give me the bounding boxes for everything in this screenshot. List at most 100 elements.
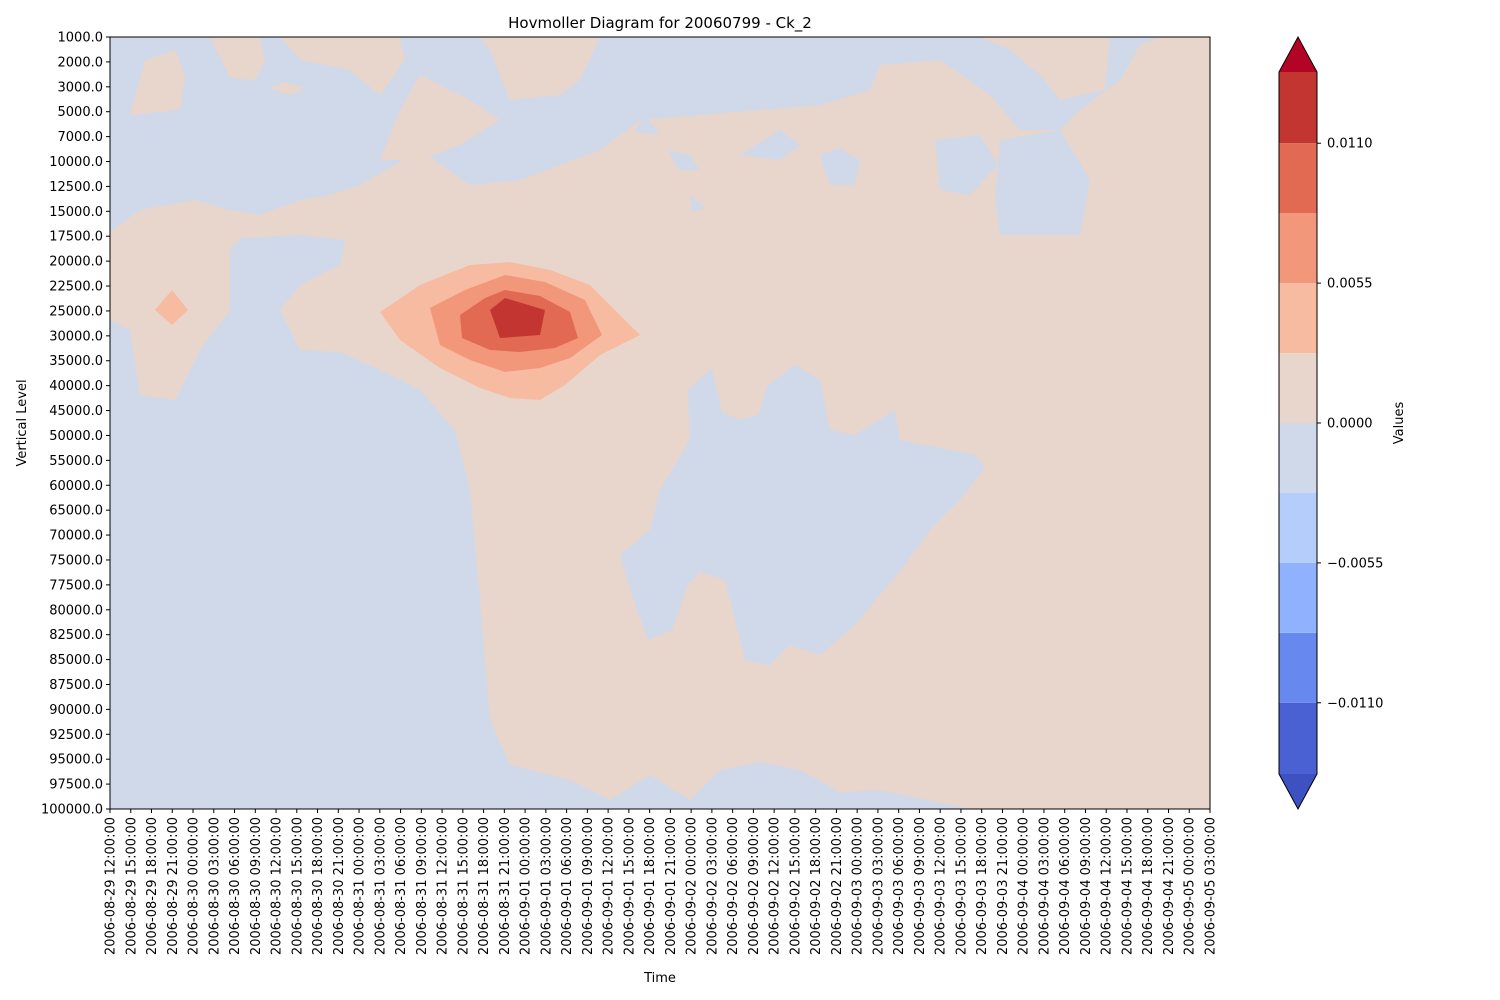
x-tick-label: 2006-09-01 21:00:00 (664, 817, 679, 955)
colorbar-swatch (1279, 283, 1317, 354)
y-tick-label: 12500.0 (49, 180, 103, 195)
x-tick-label: 2006-08-29 12:00:00 (104, 817, 119, 955)
x-tick-label: 2006-08-30 12:00:00 (270, 817, 285, 955)
colorbar-swatch (1279, 143, 1317, 214)
contour-region (480, 37, 600, 100)
x-tick-label: 2006-08-30 03:00:00 (207, 817, 222, 955)
contour-region (110, 37, 1210, 809)
x-tick-label: 2006-08-31 21:00:00 (498, 817, 513, 955)
y-axis-label: Vertical Level (15, 379, 30, 466)
x-tick-label: 2006-09-04 03:00:00 (1037, 817, 1052, 955)
x-tick-label: 2006-09-03 00:00:00 (851, 817, 866, 955)
x-tick-label: 2006-08-31 09:00:00 (415, 817, 430, 955)
y-tick-label: 45000.0 (49, 404, 103, 419)
x-tick-label: 2006-09-01 09:00:00 (581, 817, 596, 955)
y-tick-label: 55000.0 (49, 454, 103, 469)
y-tick-label: 25000.0 (49, 304, 103, 319)
colorbar: 0.0110 0.0055 0.0000 −0.0055 −0.0110 (1278, 35, 1383, 811)
y-tick-label: 50000.0 (49, 429, 103, 444)
x-tick-label: 2006-08-29 18:00:00 (145, 817, 160, 955)
y-tick-label: 3000.0 (58, 80, 104, 95)
x-tick-label: 2006-08-29 21:00:00 (166, 817, 181, 955)
contour-region (668, 150, 700, 170)
x-tick-label: 2006-09-03 15:00:00 (954, 817, 969, 955)
y-tick-label: 75000.0 (49, 553, 103, 568)
x-tick-label: 2006-09-04 12:00:00 (1100, 817, 1115, 955)
x-tick-label: 2006-09-03 21:00:00 (996, 817, 1011, 955)
colorbar-tick-label: −0.0055 (1327, 556, 1383, 571)
x-tick-label: 2006-09-04 21:00:00 (1162, 817, 1177, 955)
y-tick-label: 2000.0 (58, 55, 104, 70)
x-tick-label: 2006-09-03 18:00:00 (975, 817, 990, 955)
y-tick-label: 22500.0 (49, 280, 103, 295)
chart-title: Hovmoller Diagram for 20060799 - Ck_2 (508, 14, 812, 33)
contour-region (935, 135, 998, 195)
y-tick-label: 7000.0 (58, 130, 104, 145)
y-tick-label: 80000.0 (49, 603, 103, 618)
x-tick-label: 2006-08-30 21:00:00 (332, 817, 347, 955)
x-tick-label: 2006-09-01 06:00:00 (560, 817, 575, 955)
colorbar-swatch (1279, 423, 1317, 493)
x-tick-label: 2006-09-04 18:00:00 (1141, 817, 1156, 955)
colorbar-tick-label: 0.0000 (1327, 417, 1373, 432)
x-tick-label: 2006-08-29 15:00:00 (124, 817, 139, 955)
contour-region (634, 115, 660, 135)
y-tick-label: 92500.0 (49, 728, 103, 743)
x-tick-label: 2006-09-02 15:00:00 (788, 817, 803, 955)
x-tick-label: 2006-09-02 00:00:00 (685, 817, 700, 955)
x-tick-label: 2006-08-30 00:00:00 (187, 817, 202, 955)
x-tick-label: 2006-09-02 06:00:00 (726, 817, 741, 955)
x-tick-label: 2006-09-02 12:00:00 (768, 817, 783, 955)
contour-level-negative-weak (620, 115, 1090, 665)
x-tick-label: 2006-09-02 03:00:00 (705, 817, 720, 955)
y-tick-label: 60000.0 (49, 479, 103, 494)
x-tick-label: 2006-08-31 00:00:00 (353, 817, 368, 955)
y-tick-label: 97500.0 (49, 778, 103, 793)
x-tick-label: 2006-09-01 03:00:00 (539, 817, 554, 955)
y-tick-label: 70000.0 (49, 529, 103, 544)
colorbar-swatch (1279, 562, 1317, 633)
colorbar-extend-min (1279, 774, 1317, 809)
y-tick-label: 15000.0 (49, 205, 103, 220)
x-tick-label: 2006-09-03 06:00:00 (892, 817, 907, 955)
colorbar-tick-label: −0.0110 (1327, 696, 1383, 711)
colorbar-frame (1278, 35, 1318, 811)
contour-level-positive-weak (110, 37, 1210, 809)
colorbar-swatch (1279, 492, 1317, 563)
y-tick-label: 17500.0 (49, 230, 103, 245)
y-tick-label: 77500.0 (49, 578, 103, 593)
x-tick-label: 2006-09-03 09:00:00 (913, 817, 928, 955)
x-tick-label: 2006-09-04 15:00:00 (1120, 817, 1135, 955)
x-tick-label: 2006-09-01 12:00:00 (602, 817, 617, 955)
x-tick-label: 2006-09-02 09:00:00 (747, 817, 762, 955)
y-tick-label: 40000.0 (49, 379, 103, 394)
contour-region (280, 37, 405, 95)
x-tick-label: 2006-09-01 15:00:00 (622, 817, 637, 955)
contour-region (820, 148, 860, 185)
contour-level-6-small (155, 290, 188, 325)
x-tick-label: 2006-08-31 03:00:00 (373, 817, 388, 955)
y-tick-label: 20000.0 (49, 255, 103, 270)
x-tick-label: 2006-09-05 03:00:00 (1204, 817, 1219, 955)
y-tick-label: 95000.0 (49, 753, 103, 768)
y-tick-label: 85000.0 (49, 653, 103, 668)
contour-region (995, 130, 1090, 235)
y-tick-label: 30000.0 (49, 329, 103, 344)
colorbar-tick-label: 0.0055 (1327, 277, 1373, 292)
x-tick-label: 2006-08-31 18:00:00 (477, 817, 492, 955)
x-tick-label: 2006-09-03 03:00:00 (871, 817, 886, 955)
y-tick-label: 1000.0 (58, 31, 104, 46)
x-tick-label: 2006-09-05 00:00:00 (1183, 817, 1198, 955)
plot-frame (109, 36, 1211, 810)
plot-area (109, 36, 1211, 810)
y-tick-label: 5000.0 (58, 105, 104, 120)
x-tick-label: 2006-09-01 18:00:00 (643, 817, 658, 955)
contour-region (740, 130, 800, 160)
x-tick-label: 2006-09-04 00:00:00 (1017, 817, 1032, 955)
colorbar-swatch (1279, 353, 1317, 423)
colorbar-label: Values (1392, 402, 1407, 445)
x-tick-label: 2006-09-02 21:00:00 (830, 817, 845, 955)
contour-region (690, 195, 705, 212)
x-tick-label: 2006-08-31 12:00:00 (436, 817, 451, 955)
y-tick-label: 82500.0 (49, 628, 103, 643)
